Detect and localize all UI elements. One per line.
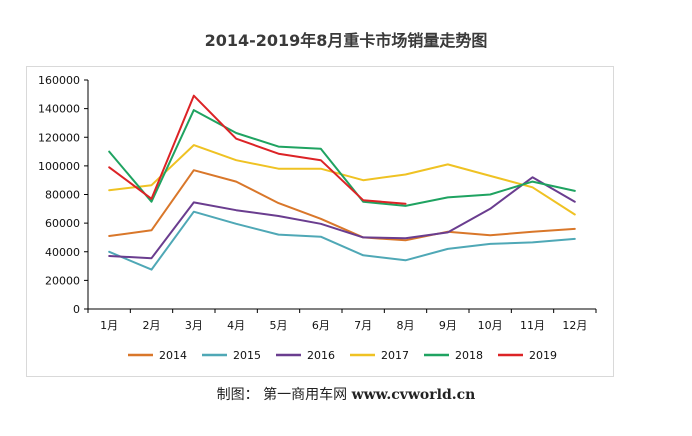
legend-label-2018: 2018 [455,349,483,362]
y-tick-label: 0 [73,303,80,316]
legend-label-2017: 2017 [381,349,409,362]
x-tick-label: 6月 [312,319,330,332]
y-tick-label: 60000 [45,217,80,230]
series-line-2018 [108,109,576,207]
y-tick-label: 160000 [38,74,80,87]
legend-label-2016: 2016 [307,349,335,362]
y-tick-label: 20000 [45,274,80,287]
legend-label-2014: 2014 [159,349,187,362]
x-tick-label: 3月 [185,319,203,332]
x-tick-label: 5月 [270,319,288,332]
credit-label: 制图： [216,387,259,403]
x-tick-label: 2月 [143,319,161,332]
x-tick-label: 7月 [354,319,372,332]
y-tick-label: 140000 [38,103,80,116]
legend-label-2015: 2015 [233,349,261,362]
x-tick-label: 10月 [478,319,503,332]
series-line-2014 [108,169,576,242]
y-tick-label: 40000 [45,246,80,259]
x-tick-label: 11月 [520,319,545,332]
series-line-2019 [108,94,407,205]
x-tick-label: 1月 [100,319,118,332]
y-tick-label: 120000 [38,131,80,144]
series-line-2016 [108,176,576,260]
x-tick-label: 8月 [397,319,415,332]
legend-label-2019: 2019 [529,349,557,362]
chart-frame [26,66,614,377]
credit-line: 制图： 第一商用车网 www.cvworld.cn [0,384,692,404]
y-tick-label: 100000 [38,160,80,173]
x-tick-label: 9月 [439,319,457,332]
credit-source: 第一商用车网 [263,387,348,403]
series-line-2015 [108,210,576,271]
y-tick-label: 80000 [45,189,80,202]
chart-title: 2014-2019年8月重卡市场销量走势图 [204,31,488,50]
credit-url: www.cvworld.cn [351,387,476,403]
x-tick-label: 12月 [562,319,587,332]
x-tick-label: 4月 [227,319,245,332]
